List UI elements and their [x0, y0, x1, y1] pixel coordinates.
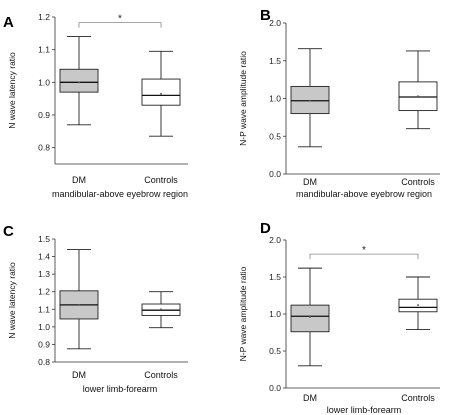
- category-label: Controls: [144, 370, 178, 380]
- y-tick-label: 0.9: [38, 339, 50, 349]
- mean-marker: [417, 95, 419, 98]
- category-label: DM: [72, 370, 86, 380]
- y-tick-label: 0.0: [269, 169, 281, 179]
- y-tick-label: 1.0: [38, 77, 50, 87]
- y-tick-label: 1.0: [269, 309, 281, 319]
- y-tick-label: 0.0: [269, 383, 281, 393]
- y-tick-label: 1.1: [38, 45, 50, 55]
- y-tick-label: 0.8: [38, 143, 50, 153]
- x-axis-title: mandibular-above eyebrow region: [52, 189, 188, 199]
- box-dm: [59, 249, 99, 350]
- panel-letter: C: [3, 223, 14, 240]
- category-label: Controls: [144, 175, 178, 185]
- iqr-box: [141, 78, 181, 106]
- box-dm: [290, 267, 330, 367]
- category-label: Controls: [401, 393, 435, 403]
- panel-letter: D: [260, 220, 271, 237]
- y-tick-label: 2.0: [269, 235, 281, 245]
- y-tick-label: 0.5: [269, 346, 281, 356]
- y-tick-label: 0.9: [38, 110, 50, 120]
- y-tick-label: 0.8: [38, 357, 50, 367]
- y-tick-label: 1.3: [38, 269, 50, 279]
- mean-marker: [78, 81, 80, 84]
- mean-marker: [160, 92, 162, 95]
- x-axis-title: lower limb-forearm: [83, 384, 158, 394]
- mean-marker: [417, 304, 419, 306]
- y-tick-label: 1.2: [38, 12, 50, 22]
- significance-marker: *: [362, 245, 366, 256]
- category-label: DM: [303, 177, 317, 187]
- panel-a: A 0.8 0.9 1.0 1.1 1.2 N wave latency ratio DM Co…: [3, 12, 188, 199]
- y-tick-label: 1.0: [269, 94, 281, 104]
- y-axis-title: N-P wave amplitude ratio: [238, 51, 248, 146]
- panel-letter: B: [260, 7, 271, 24]
- category-label: DM: [72, 175, 86, 185]
- box-dm: [290, 48, 330, 148]
- box-controls: [141, 50, 181, 137]
- box-controls: [398, 50, 438, 130]
- y-axis-title: N wave latency ratio: [7, 262, 17, 339]
- mean-marker: [309, 316, 311, 318]
- panel-d: D 0.0 0.5 1.0 1.5 2.0 N-P wave amplitude ratio…: [238, 220, 440, 415]
- y-tick-label: 0.5: [269, 131, 281, 141]
- x-axis-title: lower limb-forearm: [327, 405, 402, 415]
- category-label: DM: [303, 393, 317, 403]
- y-tick-label: 1.1: [38, 304, 50, 314]
- iqr-box: [59, 68, 99, 93]
- mean-marker: [309, 99, 311, 102]
- box-dm: [59, 36, 99, 126]
- significance-bracket: *: [78, 14, 162, 28]
- iqr-box: [290, 304, 330, 333]
- y-axis-title: N wave latency ratio: [7, 52, 17, 129]
- y-tick-label: 1.5: [269, 272, 281, 282]
- y-axis-title: N-P wave amplitude ratio: [238, 266, 248, 361]
- y-tick-label: 1.4: [38, 252, 50, 262]
- y-tick-label: 1.5: [269, 56, 281, 66]
- category-label: Controls: [401, 177, 435, 187]
- y-tick-label: 1.0: [38, 322, 50, 332]
- bracket-line: [309, 253, 419, 260]
- panel-letter: A: [3, 14, 14, 31]
- y-tick-label: 2.0: [269, 18, 281, 28]
- bracket-line: [78, 22, 162, 28]
- mean-marker: [160, 308, 162, 311]
- significance-marker: *: [118, 14, 122, 25]
- y-tick-label: 1.5: [38, 234, 50, 244]
- box-controls: [398, 276, 438, 330]
- mean-marker: [78, 304, 80, 306]
- x-axis-title: mandibular-above eyebrow region: [296, 189, 432, 199]
- y-tick-label: 1.2: [38, 287, 50, 297]
- panel-c: C 0.8 0.9 1.0 1.1 1.2 1.3 1.4 1.5 N wave latency …: [3, 223, 188, 394]
- panel-b: B 0.0 0.5 1.0 1.5 2.0 N-P wave amplitude ratio…: [238, 7, 440, 199]
- significance-bracket: *: [309, 245, 419, 260]
- box-controls: [141, 291, 181, 329]
